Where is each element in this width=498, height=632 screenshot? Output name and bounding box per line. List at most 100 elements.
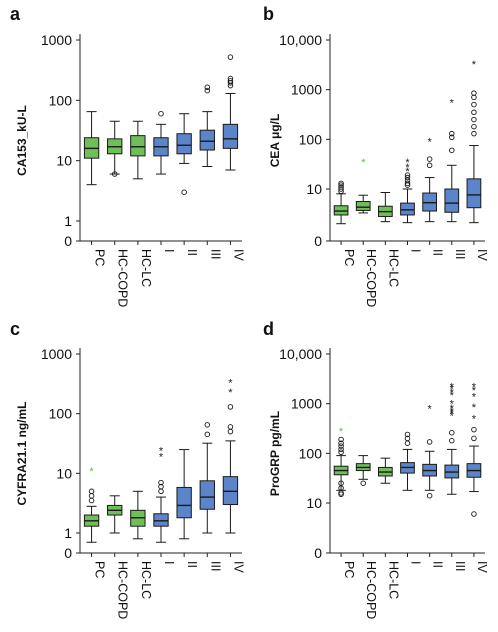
outlier-point — [404, 174, 411, 181]
outlier-point — [338, 436, 344, 443]
box-HC-COPD — [107, 495, 123, 534]
outlier-point — [404, 177, 411, 184]
panel-d: d ProGRP pg/mL 0 10 100 1000 10,000 PC HC-COPD HC… — [263, 319, 489, 619]
x-category-label: IV — [475, 249, 489, 261]
box-HC-LC — [130, 120, 146, 180]
extreme-outlier: * — [472, 385, 477, 397]
extreme-outlier: * — [228, 387, 233, 399]
y-tick-label: 1000 — [291, 396, 322, 412]
y-axis-label: ProGRP pg/mL — [268, 411, 282, 496]
y-axis-label: CYFRA21.1 ng/mL — [15, 401, 29, 505]
outlier-point — [158, 483, 164, 490]
extreme-outlier: * — [428, 403, 433, 415]
outlier-point — [158, 488, 164, 495]
x-category-label: II — [431, 561, 445, 568]
x-category-label: II — [185, 249, 199, 256]
outlier-point — [338, 184, 344, 190]
outlier-point — [227, 428, 234, 435]
box-III — [199, 422, 215, 534]
outlier-point — [338, 180, 344, 187]
extreme-outlier: * — [405, 166, 410, 178]
iqr-box — [444, 188, 460, 213]
x-category-label: IV — [231, 249, 245, 261]
y-tick-label: 100 — [49, 92, 73, 108]
y-axis-label: CEA μg/L — [268, 114, 282, 168]
y-tick-label: 10 — [306, 181, 322, 197]
outlier-point — [426, 492, 433, 499]
x-category-label: HC-COPD — [116, 561, 130, 619]
iqr-box — [153, 513, 169, 527]
x-category-label: HC-LC — [386, 249, 400, 287]
box-I — [400, 431, 415, 491]
x-category-label: I — [409, 249, 423, 252]
y-axis-label: CA153_kU-L — [15, 105, 29, 176]
x-category-label: III — [208, 249, 222, 259]
x-category-label: II — [431, 249, 445, 256]
outlier-point — [227, 54, 234, 60]
extreme-outlier: * — [450, 410, 455, 422]
box-PC — [333, 180, 349, 225]
box-II — [422, 439, 438, 499]
outlier-point — [471, 426, 477, 433]
x-category-label: PC — [342, 249, 356, 266]
extreme-outlier: * — [450, 408, 455, 420]
x-category-label: I — [162, 561, 176, 564]
outlier-point — [204, 87, 211, 94]
outlier-point — [404, 435, 411, 442]
outlier-point — [88, 497, 95, 504]
outlier-point — [471, 435, 477, 442]
iqr-box — [199, 480, 215, 510]
box-HC-COPD — [107, 120, 123, 177]
box-HC-COPD — [355, 455, 371, 486]
extreme-outlier: * — [472, 414, 477, 426]
x-category-label: IV — [475, 561, 489, 573]
outlier-point — [88, 488, 95, 495]
extreme-outlier: * — [159, 452, 164, 464]
extreme-outlier: * — [89, 466, 94, 478]
box-HC-LC — [130, 490, 146, 540]
y-tick-label: 10,000 — [279, 32, 322, 48]
x-category-label: PC — [93, 249, 107, 266]
box-I — [400, 172, 415, 224]
outlier-point — [471, 123, 477, 130]
extreme-outlier: * — [472, 382, 477, 394]
outlier-point — [338, 440, 344, 446]
y-tick-label: 10,000 — [279, 346, 322, 362]
outlier-point — [426, 156, 433, 162]
panel-c: c CYFRA21.1 ng/mL 0 1 10 100 1000 PC HC-COPD HC-L… — [10, 319, 245, 619]
outlier-point — [449, 437, 455, 444]
outlier-point — [227, 404, 234, 410]
outlier-point — [404, 180, 411, 187]
outlier-point — [471, 511, 477, 517]
outlier-point — [449, 429, 455, 436]
outlier-point — [338, 446, 344, 453]
panel-letter: a — [10, 4, 21, 24]
extreme-outlier: * — [450, 98, 455, 110]
x-category-label: PC — [342, 561, 356, 578]
extreme-outlier: * — [472, 391, 477, 403]
x-category-label: II — [185, 561, 199, 568]
extreme-outlier: * — [450, 390, 455, 402]
extreme-outlier: * — [450, 406, 455, 418]
box-PC — [83, 488, 100, 543]
outlier-point — [449, 130, 455, 137]
x-category-label: IV — [231, 561, 245, 573]
outlier-point — [158, 110, 164, 117]
panel-letter: c — [10, 319, 20, 339]
outlier-point — [338, 182, 344, 188]
iqr-box — [176, 486, 192, 519]
x-category-label: III — [453, 561, 467, 571]
outlier-point — [181, 189, 187, 195]
outlier-point — [227, 75, 234, 82]
outlier-point — [449, 134, 455, 141]
extreme-outlier: * — [428, 137, 433, 149]
extreme-outlier: * — [339, 426, 344, 438]
outlier-point — [338, 449, 344, 456]
iqr-box — [130, 135, 146, 157]
panel-letter: b — [263, 4, 274, 24]
outlier-point — [227, 78, 234, 84]
box-IV — [222, 404, 239, 534]
outlier-point — [471, 130, 477, 137]
iqr-box — [400, 202, 415, 216]
